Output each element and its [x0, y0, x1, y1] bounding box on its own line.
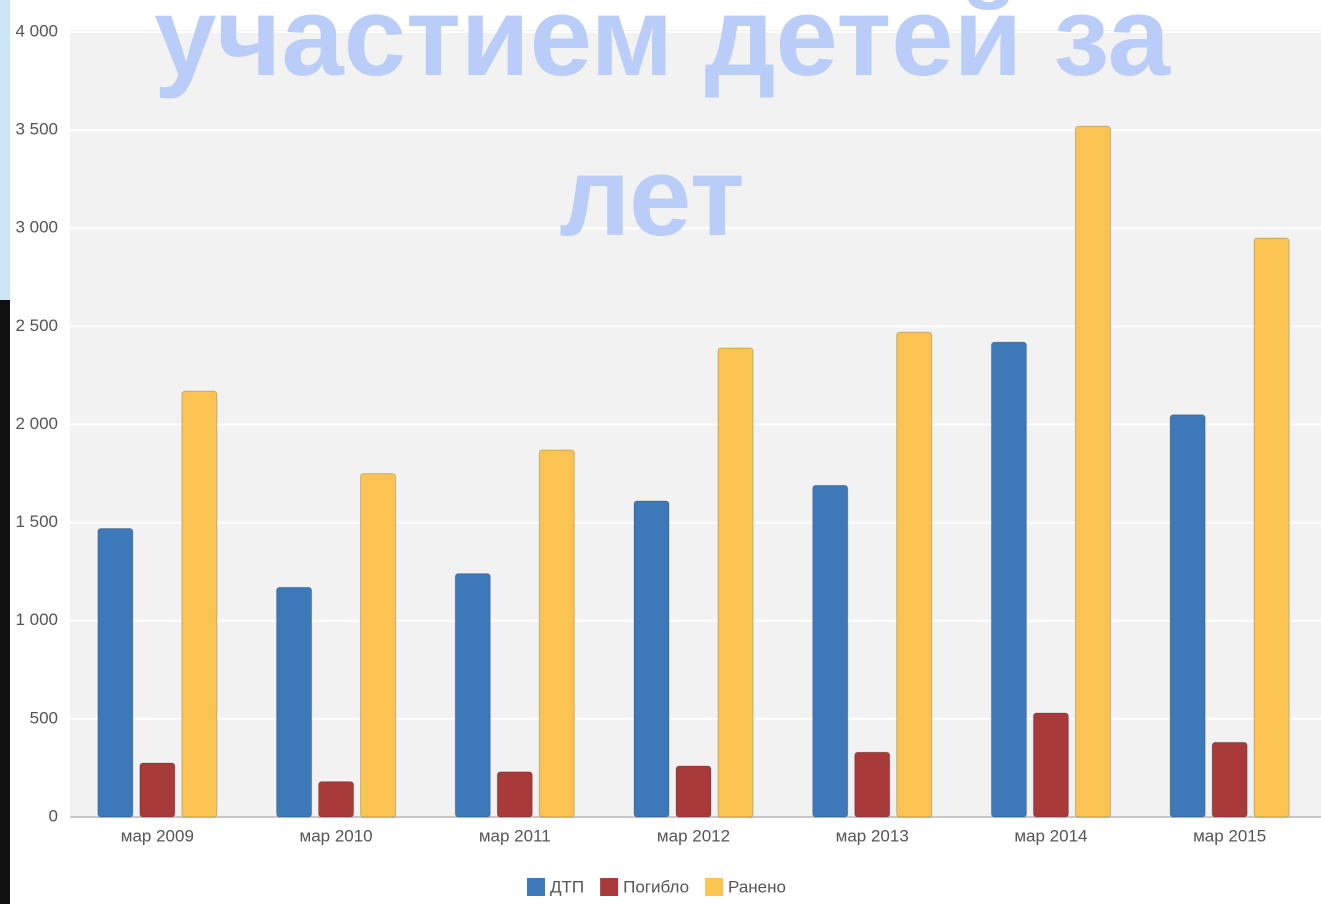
- y-tick-label: 0: [49, 806, 58, 825]
- bar: [717, 347, 754, 818]
- y-tick-label: 2 500: [15, 316, 58, 335]
- bar: [812, 484, 849, 818]
- y-tick-label: 1 000: [15, 610, 58, 629]
- y-tick-label: 1 500: [15, 512, 58, 531]
- x-tick-label: мар 2014: [1014, 826, 1087, 845]
- chart-title: лет: [559, 134, 744, 259]
- bar: [1253, 237, 1290, 818]
- legend-swatch: [600, 878, 619, 896]
- x-tick-label: мар 2011: [479, 826, 551, 845]
- legend-label: ДТП: [550, 877, 584, 896]
- legend-label: Погибло: [623, 877, 689, 896]
- y-tick-label: 2 000: [15, 414, 58, 433]
- left-strip: [0, 300, 10, 904]
- bar: [1211, 741, 1248, 818]
- bar: [139, 762, 176, 818]
- bar: [276, 586, 313, 818]
- y-tick-label: 3 500: [15, 120, 58, 139]
- bar: [454, 573, 491, 818]
- chart-title: участием детей за: [154, 0, 1171, 99]
- bar: [538, 449, 575, 818]
- bar: [496, 771, 533, 818]
- bar: [1074, 125, 1111, 818]
- x-tick-label: мар 2012: [657, 826, 730, 845]
- x-tick-label: мар 2015: [1193, 826, 1266, 845]
- bar: [181, 390, 218, 818]
- left-strip-top: [0, 0, 10, 300]
- x-tick-label: мар 2013: [836, 826, 909, 845]
- bar: [896, 331, 933, 818]
- bar: [854, 751, 891, 818]
- bar: [318, 781, 355, 818]
- legend-swatch: [527, 878, 545, 896]
- legend-swatch: [705, 878, 724, 896]
- bar: [97, 528, 134, 818]
- legend-label: Ранено: [728, 877, 786, 896]
- bar: [360, 473, 397, 818]
- bar: [990, 341, 1027, 818]
- x-tick-label: мар 2009: [121, 826, 194, 845]
- y-tick-label: 4 000: [15, 21, 58, 40]
- bar: [1032, 712, 1069, 818]
- bar: [675, 765, 712, 818]
- y-tick-label: 500: [30, 708, 58, 727]
- y-tick-label: 3 000: [15, 218, 58, 237]
- x-tick-label: мар 2010: [300, 826, 373, 845]
- bar: [1169, 414, 1206, 818]
- bar: [633, 500, 670, 818]
